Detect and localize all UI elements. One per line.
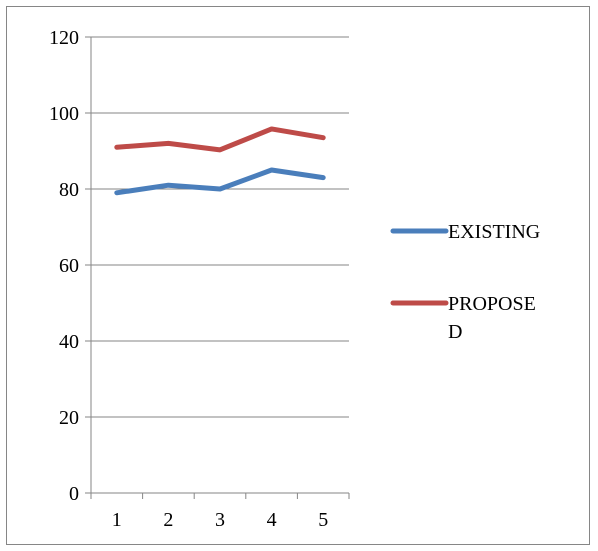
x-tick-label: 4 [267, 509, 277, 531]
legend-label-proposed: PROPOSE D [448, 293, 536, 343]
legend: EXISTING PROPOSE D [390, 221, 540, 343]
y-tick-label: 80 [59, 179, 79, 201]
axes [85, 36, 350, 499]
y-tick-label: 60 [59, 255, 79, 277]
legend-label-existing: EXISTING [448, 221, 540, 243]
y-tick-label: 0 [69, 483, 79, 505]
y-tick-label: 20 [59, 407, 79, 429]
chart-frame: 0 20 40 60 80 100 120 1 2 3 4 5 EXISTING PROPOSE D [6, 6, 590, 545]
y-tick-label: 40 [59, 331, 79, 353]
x-tick-label: 5 [318, 509, 328, 531]
line-chart: 0 20 40 60 80 100 120 1 2 3 4 5 EXISTING PROPOSE D [49, 27, 540, 531]
x-tick-label: 3 [215, 509, 225, 531]
legend-label-line: PROPOSE [448, 293, 536, 315]
series-line-existing [114, 167, 326, 196]
legend-label-line: D [448, 321, 462, 343]
y-tick-labels: 0 20 40 60 80 100 120 [49, 27, 79, 505]
y-tick-label: 100 [49, 103, 79, 125]
gridlines [91, 36, 349, 418]
legend-label-line: EXISTING [448, 221, 540, 243]
series-lines [114, 126, 326, 196]
x-tick-label: 2 [163, 509, 173, 531]
series-line-proposed [114, 126, 326, 153]
x-tick-labels: 1 2 3 4 5 [112, 509, 328, 531]
x-tick-label: 1 [112, 509, 122, 531]
y-tick-label: 120 [49, 27, 79, 49]
